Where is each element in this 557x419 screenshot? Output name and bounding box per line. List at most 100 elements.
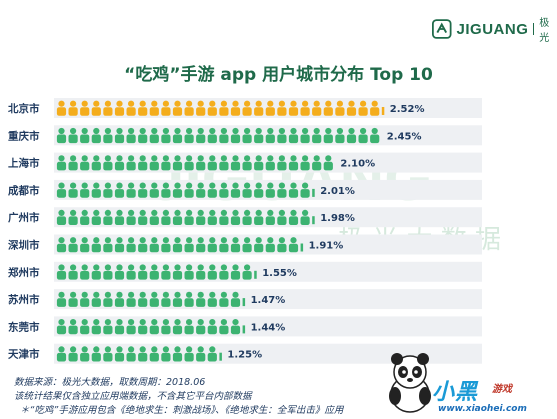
person-body — [126, 189, 136, 198]
person-body — [370, 134, 380, 144]
person-body — [277, 107, 287, 116]
person-head — [209, 319, 216, 326]
person-icon — [219, 100, 229, 116]
person-head — [151, 182, 158, 189]
row-background — [54, 289, 482, 310]
person-head — [371, 100, 378, 107]
person-icon — [196, 127, 206, 144]
person-body — [300, 216, 310, 225]
person-head — [244, 182, 251, 189]
person-icon — [114, 100, 125, 116]
person-icon — [80, 182, 90, 198]
category-label: 郑州市 — [8, 266, 40, 279]
person-icon — [103, 237, 113, 253]
person-body — [265, 161, 275, 171]
person-head — [220, 291, 227, 298]
person-body — [196, 189, 206, 198]
person-body — [358, 134, 368, 144]
person-body — [184, 325, 194, 335]
person-body — [254, 189, 264, 198]
person-body — [138, 107, 148, 116]
person-body — [161, 352, 171, 362]
person-icon — [242, 264, 252, 280]
person-head — [336, 127, 343, 135]
person-icon — [114, 319, 125, 335]
person-icon — [80, 100, 90, 116]
person-icon — [161, 100, 171, 116]
person-body — [56, 216, 67, 225]
person-body — [149, 216, 159, 225]
person-head — [209, 346, 216, 353]
panda-mascot-icon — [389, 353, 431, 413]
person-body — [91, 189, 101, 198]
person-icon — [323, 127, 333, 144]
person-icon — [68, 155, 78, 171]
person-icon — [230, 127, 241, 144]
person-icon — [254, 237, 264, 253]
person-body — [149, 189, 159, 198]
person-icon — [230, 291, 241, 307]
person-icon — [114, 127, 125, 144]
person-icon — [91, 209, 101, 225]
person-icon — [335, 100, 345, 116]
person-body — [230, 189, 241, 198]
person-icon — [91, 100, 101, 116]
person-body — [149, 352, 159, 362]
person-body — [91, 243, 101, 253]
person-head — [58, 319, 65, 326]
person-body — [265, 216, 275, 225]
person-icon — [91, 182, 101, 198]
person-head — [81, 182, 88, 189]
person-body — [138, 325, 148, 335]
person-head — [220, 182, 227, 189]
person-body — [184, 243, 194, 253]
person-icon — [172, 264, 183, 280]
data-label: 2.52% — [390, 104, 425, 115]
person-head — [81, 264, 88, 271]
person-body — [230, 298, 241, 307]
person-head — [93, 237, 100, 244]
person-icon — [161, 155, 171, 171]
person-icon — [103, 182, 113, 198]
person-head — [104, 237, 111, 244]
person-body — [103, 271, 113, 280]
person-head — [104, 155, 111, 162]
person-icon — [103, 209, 113, 225]
person-icon — [312, 100, 322, 116]
person-icon — [288, 209, 299, 225]
logo-chinese: 极光 — [539, 18, 550, 44]
person-body — [207, 161, 217, 171]
person-body — [184, 216, 194, 225]
person-head — [139, 209, 146, 216]
person-head — [290, 182, 297, 189]
person-icon — [265, 127, 275, 144]
person-head — [70, 127, 77, 135]
person-icon — [335, 127, 345, 144]
person-icon — [138, 319, 148, 335]
person-head — [302, 209, 309, 216]
person-icon — [56, 264, 67, 280]
person-icon — [172, 237, 183, 253]
person-head — [302, 127, 309, 135]
person-head — [162, 346, 169, 353]
person-body — [230, 325, 241, 335]
footer-source: 数据来源：极光大数据，取数周期：2018.06 — [14, 377, 206, 388]
person-body — [196, 325, 206, 335]
person-icon — [138, 182, 148, 198]
person-head — [58, 100, 65, 107]
person-icon — [68, 209, 78, 225]
person-head — [128, 346, 135, 353]
person-head — [209, 100, 216, 107]
person-head — [162, 127, 169, 135]
person-body — [242, 134, 252, 144]
person-head — [336, 100, 343, 107]
person-body — [56, 189, 67, 198]
person-head — [70, 346, 77, 353]
person-head — [151, 209, 158, 216]
person-body — [184, 134, 194, 144]
person-head — [139, 100, 146, 107]
person-body — [254, 216, 264, 225]
person-icon — [219, 127, 229, 144]
person-body — [254, 134, 264, 144]
person-icon — [149, 237, 159, 253]
